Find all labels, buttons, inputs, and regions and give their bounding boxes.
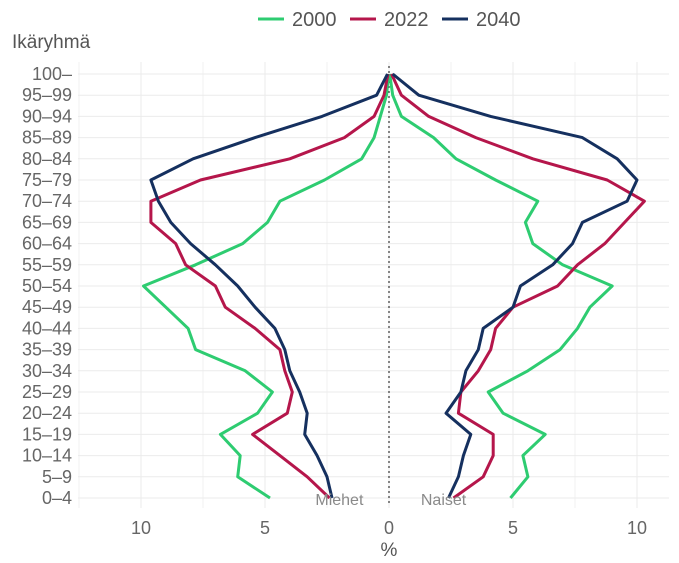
y-tick-label: 75–79 xyxy=(22,170,72,190)
y-tick-label: 0–4 xyxy=(42,488,72,508)
y-tick-label: 100– xyxy=(32,64,72,84)
y-axis-ticks: 0–45–910–1415–1920–2425–2930–3435–3940–4… xyxy=(22,64,72,508)
men-side-label: Miehet xyxy=(315,492,364,509)
y-tick-label: 20–24 xyxy=(22,403,72,423)
y-tick-label: 65–69 xyxy=(22,212,72,232)
x-tick-label: 5 xyxy=(508,518,518,538)
y-tick-label: 55–59 xyxy=(22,255,72,275)
y-tick-label: 95–99 xyxy=(22,85,72,105)
series-line-2000-men xyxy=(142,73,390,500)
y-tick-label: 90–94 xyxy=(22,106,72,126)
y-tick-label: 30–34 xyxy=(22,361,72,381)
series-line-2040-women xyxy=(391,72,639,499)
x-tick-label: 0 xyxy=(384,518,394,538)
grid-layer xyxy=(78,62,669,508)
y-tick-label: 80–84 xyxy=(22,149,72,169)
series-line-2000-women xyxy=(388,73,614,499)
series-line-2022-men xyxy=(149,73,390,500)
y-tick-label: 60–64 xyxy=(22,234,72,254)
y-tick-label: 45–49 xyxy=(22,297,72,317)
y-tick-label: 70–74 xyxy=(22,191,72,211)
y-tick-label: 85–89 xyxy=(22,128,72,148)
y-tick-label: 25–29 xyxy=(22,382,72,402)
y-tick-label: 40–44 xyxy=(22,318,72,338)
series-line-2022-women xyxy=(390,73,646,500)
legend-label: 2022 xyxy=(384,9,429,31)
legend-item-2022: 2022 xyxy=(350,9,429,31)
x-tick-label: 5 xyxy=(260,518,270,538)
legend: 2000 2022 2040 xyxy=(258,9,521,31)
y-tick-label: 10–14 xyxy=(22,446,72,466)
x-axis-ticks: 10 5 0 5 10 xyxy=(131,518,647,538)
y-tick-label: 35–39 xyxy=(22,340,72,360)
legend-item-2040: 2040 xyxy=(442,9,521,31)
y-axis-title: Ikäryhmä xyxy=(12,32,91,53)
x-tick-label: 10 xyxy=(131,518,151,538)
legend-label: 2000 xyxy=(292,9,337,31)
women-side-label: Naiset xyxy=(421,492,467,509)
y-tick-label: 50–54 xyxy=(22,276,72,296)
legend-item-2000: 2000 xyxy=(258,9,337,31)
y-tick-label: 5–9 xyxy=(42,467,72,487)
x-tick-label: 10 xyxy=(627,518,647,538)
x-axis-title: % xyxy=(381,540,398,561)
series-lines xyxy=(142,72,646,500)
legend-label: 2040 xyxy=(476,9,521,31)
y-tick-label: 15–19 xyxy=(22,424,72,444)
series-line-2040-men xyxy=(149,73,389,499)
